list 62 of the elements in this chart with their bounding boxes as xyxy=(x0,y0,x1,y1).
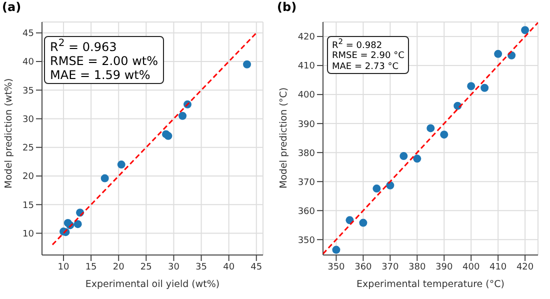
point xyxy=(100,174,109,182)
point xyxy=(74,220,82,228)
y-tick-label: 410 xyxy=(298,62,316,72)
y-tick-label: 360 xyxy=(298,206,316,217)
annotation: RMSE = 2.00 wt% xyxy=(50,54,158,69)
x-tick-label: 390 xyxy=(436,262,453,272)
y-tick-label: 35 xyxy=(22,86,34,96)
x-tick-label: 400 xyxy=(462,262,480,272)
point xyxy=(359,218,368,227)
y-tick-label: 45 xyxy=(22,29,34,40)
point xyxy=(467,82,476,90)
annotation: R$^{2}$ = 0.963 xyxy=(50,38,118,55)
y-tick-label: 10 xyxy=(22,229,34,240)
chart-title: (b) xyxy=(276,0,298,14)
point xyxy=(164,132,172,140)
x-tick-label: 25 xyxy=(140,262,152,272)
x-tick-label: 380 xyxy=(408,262,426,272)
y-tick-label: 25 xyxy=(22,144,34,154)
y-tick-label: 30 xyxy=(22,114,34,125)
point xyxy=(521,26,530,34)
x-tick-label: 350 xyxy=(328,262,346,272)
y-tick-label: 380 xyxy=(298,148,316,159)
annotation: MAE = 1.59 wt% xyxy=(50,68,152,82)
point xyxy=(440,130,448,139)
y-tick-label: 20 xyxy=(22,172,34,182)
x-tick-label: 35 xyxy=(196,262,207,272)
x-tick-label: 10 xyxy=(58,262,70,272)
chart-title: (a) xyxy=(1,0,22,14)
x-tick-label: 15 xyxy=(85,262,97,272)
y-tick-label: 370 xyxy=(298,178,316,188)
point xyxy=(413,154,422,163)
y-tick-label: 40 xyxy=(22,58,34,68)
x-axis-title: Experimental temperature (°C) xyxy=(356,279,504,290)
point xyxy=(243,60,252,68)
annotation: MAE = 2.73 °C xyxy=(332,62,400,72)
point xyxy=(117,160,126,169)
annotation: RMSE = 2.90 °C xyxy=(332,51,404,62)
point xyxy=(480,84,489,92)
x-tick-label: 20 xyxy=(112,262,125,272)
x-tick-label: 370 xyxy=(382,262,400,272)
point xyxy=(494,50,502,58)
annotation: R$^{2}$ = 0.982 xyxy=(332,37,384,51)
x-tick-label: 420 xyxy=(516,262,534,272)
point xyxy=(332,246,340,254)
y-tick-label: 420 xyxy=(298,32,316,43)
x-tick-label: 45 xyxy=(250,262,262,272)
x-tick-label: 410 xyxy=(489,262,507,272)
y-axis-title: Model prediction (°C) xyxy=(278,87,290,188)
point xyxy=(386,181,394,190)
y-axis-title: Model prediction (wt%) xyxy=(3,78,14,188)
point xyxy=(426,124,435,132)
y-tick-label: 390 xyxy=(298,120,316,130)
y-tick-label: 400 xyxy=(298,90,316,101)
y-tick-label: 350 xyxy=(298,236,316,246)
x-axis-title: Experimental oil yield (wt%) xyxy=(85,279,220,290)
point xyxy=(400,152,408,160)
y-tick-label: 15 xyxy=(22,200,34,211)
x-tick-label: 30 xyxy=(168,262,180,272)
x-tick-label: 360 xyxy=(354,262,372,272)
point xyxy=(372,184,381,193)
x-tick-label: 40 xyxy=(223,262,235,272)
point xyxy=(178,112,187,120)
